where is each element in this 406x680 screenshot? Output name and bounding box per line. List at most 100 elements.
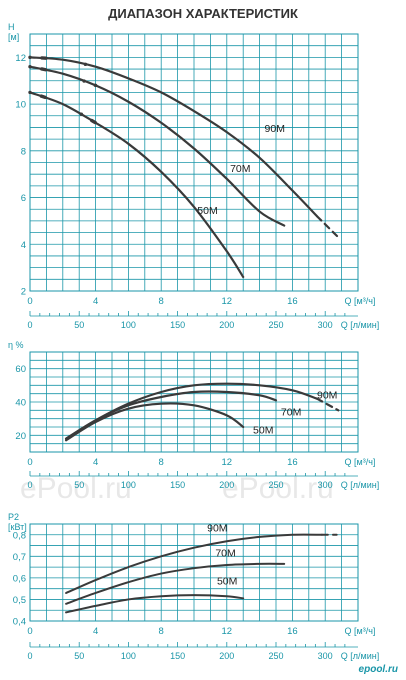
x2-tick-label: 300 [318,320,333,330]
x-tick-label: 0 [27,626,32,637]
series-line-dashed [315,215,340,239]
series-50m-efficiency: 50M [64,402,273,442]
x-axis-label: Q [м³/ч] [345,457,376,467]
y-axis-unit: [кВт] [8,522,27,532]
x-tick-label: 4 [93,296,98,307]
x-tick-label: 0 [27,296,32,307]
x2-tick-label: 200 [219,480,234,490]
series-label: 90M [317,390,337,402]
series-50m-power: 50M [65,575,245,614]
x-tick-label: 12 [222,457,233,468]
y-axis-unit: [м] [8,32,19,42]
x-axis-label: Q [м³/ч] [345,626,376,636]
y-tick-label: 0,5 [13,595,26,606]
y-tick-label: 8 [21,146,26,157]
x-tick-label: 8 [159,457,164,468]
y-tick-label: 4 [21,240,26,251]
plot-frame [29,523,359,622]
series-70m-efficiency: 70M [64,390,301,440]
y-tick-label: 6 [21,193,26,204]
series-label: 90M [207,523,227,535]
y-axis-label: P2 [8,512,19,522]
chart-efficiency: 20 40 60 η % 0 4 8 12 16 Q [м³/ч] 0 50 100 150 200 250 3… [8,340,379,490]
chart-power: 0,4 0,5 0,6 0,7 0,8 P2[кВт] 0 4 8 12 16 Q [м³/ч] 0 50… [8,512,379,661]
series-line [64,402,245,442]
series-line [28,91,245,279]
y-tick-label: 10 [15,100,26,111]
series-label: 50M [253,425,273,437]
x2-tick-label: 150 [170,320,185,330]
series-line [28,65,286,227]
series-50m-head: 50M [28,90,245,279]
x2-tick-label: 50 [74,320,84,330]
series-line [65,533,323,594]
y-tick-label: 60 [15,364,26,375]
x2-tick-label: 250 [268,480,283,490]
x2-tick-label: 200 [219,651,234,661]
x-tick-label: 4 [93,457,98,468]
x2-tick-label: 100 [121,651,136,661]
x2-tick-label: 50 [74,480,84,490]
series-line-dashed [315,397,340,412]
x-tick-label: 4 [93,626,98,637]
series-label: 90M [265,123,285,135]
x-tick-label: 12 [222,626,233,637]
x-tick-label: 16 [287,457,298,468]
x-tick-label: 0 [27,457,32,468]
y-tick-label: 2 [21,287,26,298]
series-label: 70M [281,406,301,418]
x2-tick-label: 300 [318,651,333,661]
series-70m-head: 70M [28,65,286,227]
x-tick-label: 16 [287,626,298,637]
series-line [64,390,278,440]
chart-head: 2 4 6 8 10 12 H[м] 0 4 8 12 16 Q [м³/ч] 0 50 100 150 200 2… [8,22,379,330]
series-90m-head: 90M [28,55,340,239]
series-line [65,594,245,614]
x2-tick-label: 150 [170,480,185,490]
x2-tick-label: 100 [121,320,136,330]
y-tick-label: 0,4 [13,617,26,628]
x2-tick-label: 200 [219,320,234,330]
plot-frame [29,351,359,453]
y-axis-label: η % [8,340,24,350]
x-tick-label: 8 [159,626,164,637]
watermark-left: ePool.ru [20,472,132,505]
x2-tick-label: 250 [268,320,283,330]
y-axis-label: H [8,22,15,32]
x2-tick-label: 250 [268,651,283,661]
series-label: 50M [217,575,237,587]
x2-tick-label: 300 [318,480,333,490]
y-tick-label: 40 [15,398,26,409]
x2-tick-label: 0 [27,480,32,490]
series-line [28,56,319,218]
series-label: 50M [197,205,217,217]
series-70m-power: 70M [65,547,286,605]
y-tick-label: 20 [15,431,26,442]
x-axis-label: Q [м³/ч] [345,296,376,306]
series-90m-power: 90M [65,523,338,594]
plot-frame [29,33,359,292]
y-tick-label: 0,8 [13,530,26,541]
x-tick-label: 8 [159,296,164,307]
y-tick-label: 0,6 [13,573,26,584]
logo-text: epool.ru [359,664,398,675]
x2-axis-label: Q [л/мин] [341,320,379,330]
y-tick-label: 12 [15,53,26,64]
x-tick-label: 16 [287,296,298,307]
x-tick-label: 12 [222,296,233,307]
y-tick-label: 0,7 [13,552,26,563]
series-line [65,562,286,605]
x2-axis-label: Q [л/мин] [341,651,379,661]
x2-tick-label: 50 [74,651,84,661]
x2-tick-label: 0 [27,320,32,330]
chart-title: ДИАПАЗОН ХАРАКТЕРИСТИК [108,6,298,21]
x2-axis-label: Q [л/мин] [341,480,379,490]
x2-tick-label: 100 [121,480,136,490]
x2-tick-label: 150 [170,651,185,661]
series-label: 70M [230,163,250,175]
watermark-right: ePool.ru [222,472,334,505]
series-label: 70M [215,547,235,559]
